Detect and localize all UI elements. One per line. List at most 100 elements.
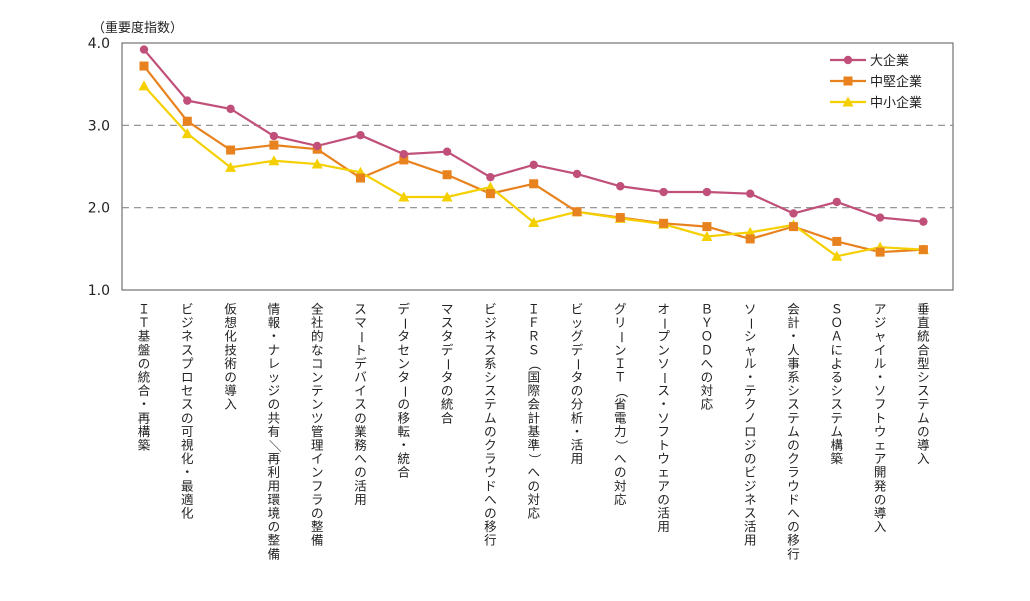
svg-text:ス: ス bbox=[787, 397, 800, 412]
svg-text:適: 適 bbox=[181, 492, 194, 507]
svg-text:Ｙ: Ｙ bbox=[701, 315, 714, 330]
svg-text:Ｒ: Ｒ bbox=[527, 329, 540, 344]
svg-text:テ: テ bbox=[787, 410, 800, 425]
svg-text:行: 行 bbox=[484, 533, 497, 548]
svg-text:ス: ス bbox=[441, 315, 454, 330]
svg-text:イ: イ bbox=[874, 342, 887, 357]
legend-label: 大企業 bbox=[870, 53, 909, 69]
svg-text:統: 統 bbox=[441, 397, 454, 412]
svg-text:タ: タ bbox=[398, 370, 411, 385]
svg-text:ロ: ロ bbox=[181, 370, 194, 385]
svg-text:化: 化 bbox=[181, 451, 194, 466]
svg-text:ン: ン bbox=[657, 342, 670, 357]
svg-text:ビ: ビ bbox=[484, 302, 497, 317]
svg-text:移: 移 bbox=[787, 533, 800, 548]
svg-text:の: の bbox=[354, 410, 367, 425]
data-point bbox=[442, 147, 452, 156]
svg-text:活: 活 bbox=[744, 519, 757, 534]
svg-text:利: 利 bbox=[268, 465, 281, 480]
svg-text:ン: ン bbox=[398, 356, 411, 371]
svg-text:Ｉ: Ｉ bbox=[138, 302, 151, 317]
svg-text:ン: ン bbox=[614, 342, 627, 357]
svg-text:技: 技 bbox=[224, 342, 237, 357]
svg-text:ラ: ラ bbox=[484, 451, 497, 466]
svg-text:移: 移 bbox=[398, 410, 411, 425]
legend-box bbox=[822, 50, 937, 118]
svg-text:人: 人 bbox=[787, 342, 800, 357]
svg-text:ス: ス bbox=[354, 397, 367, 412]
svg-text:ト: ト bbox=[657, 438, 670, 453]
svg-text:の: の bbox=[138, 356, 151, 371]
data-point bbox=[615, 213, 625, 223]
svg-text:共: 共 bbox=[268, 410, 281, 425]
svg-text:ソ: ソ bbox=[657, 410, 670, 425]
category-labels: ＩＴ基盤の統合・再構築ビジネスプロセスの可視化・最適化仮想化技術の導入情報・ナレ… bbox=[138, 302, 930, 562]
svg-text:国: 国 bbox=[527, 370, 540, 385]
svg-text:ソ: ソ bbox=[657, 356, 670, 371]
svg-text:Ｏ: Ｏ bbox=[831, 315, 844, 330]
svg-text:テ: テ bbox=[831, 410, 844, 425]
svg-text:Ｆ: Ｆ bbox=[527, 315, 540, 330]
data-point bbox=[311, 158, 323, 169]
svg-text:ム: ム bbox=[917, 410, 930, 425]
svg-text:務: 務 bbox=[354, 438, 367, 453]
svg-text:Ｔ: Ｔ bbox=[138, 315, 151, 330]
svg-text:会: 会 bbox=[787, 302, 800, 317]
svg-text:の: の bbox=[268, 519, 281, 534]
svg-text:応: 応 bbox=[527, 506, 540, 521]
svg-text:Ａ: Ａ bbox=[831, 329, 844, 344]
svg-text:の: の bbox=[354, 465, 367, 480]
data-point bbox=[356, 131, 365, 140]
data-point bbox=[225, 161, 237, 172]
data-point bbox=[875, 213, 885, 222]
svg-text:ッ: ッ bbox=[268, 370, 281, 385]
data-point bbox=[138, 80, 150, 91]
data-point bbox=[398, 191, 410, 202]
svg-text:ム: ム bbox=[831, 424, 844, 439]
svg-text:ャ: ャ bbox=[874, 329, 887, 344]
svg-text:の: の bbox=[787, 519, 800, 534]
svg-text:に: に bbox=[831, 342, 844, 357]
svg-text:セ: セ bbox=[181, 383, 194, 398]
svg-text:応: 応 bbox=[701, 397, 714, 412]
legend-label: 中堅企業 bbox=[870, 74, 922, 90]
data-point bbox=[529, 179, 539, 189]
svg-text:可: 可 bbox=[181, 424, 194, 439]
data-point bbox=[659, 187, 668, 197]
svg-text:ジ: ジ bbox=[744, 478, 757, 493]
svg-text:Ｓ: Ｓ bbox=[831, 302, 844, 317]
svg-text:プ: プ bbox=[657, 329, 670, 344]
data-point bbox=[269, 131, 279, 141]
svg-text:準: 準 bbox=[527, 438, 540, 453]
svg-text:Ｂ: Ｂ bbox=[701, 302, 714, 317]
svg-text:イ: イ bbox=[311, 451, 324, 466]
data-point bbox=[442, 170, 452, 180]
svg-text:（: （ bbox=[614, 385, 629, 398]
svg-text:計: 計 bbox=[787, 315, 800, 330]
svg-text:ソ: ソ bbox=[874, 383, 887, 398]
svg-text:ネ: ネ bbox=[484, 329, 497, 344]
svg-text:ー: ー bbox=[571, 358, 586, 371]
svg-text:の: の bbox=[917, 424, 930, 439]
svg-text:ー: ー bbox=[397, 385, 412, 398]
svg-text:統: 統 bbox=[398, 451, 411, 466]
svg-text:へ: へ bbox=[614, 451, 627, 466]
svg-text:ッ: ッ bbox=[571, 315, 584, 330]
svg-text:ム: ム bbox=[787, 424, 800, 439]
svg-text:社: 社 bbox=[311, 315, 324, 330]
svg-text:ェ: ェ bbox=[657, 465, 670, 480]
svg-text:入: 入 bbox=[917, 451, 930, 466]
svg-text:ア: ア bbox=[657, 478, 670, 493]
svg-text:ェ: ェ bbox=[874, 438, 887, 453]
svg-text:テ: テ bbox=[744, 383, 757, 398]
svg-text:・: ・ bbox=[571, 424, 584, 439]
svg-text:ス: ス bbox=[744, 506, 757, 521]
data-point bbox=[616, 182, 625, 191]
svg-text:の: の bbox=[484, 424, 497, 439]
